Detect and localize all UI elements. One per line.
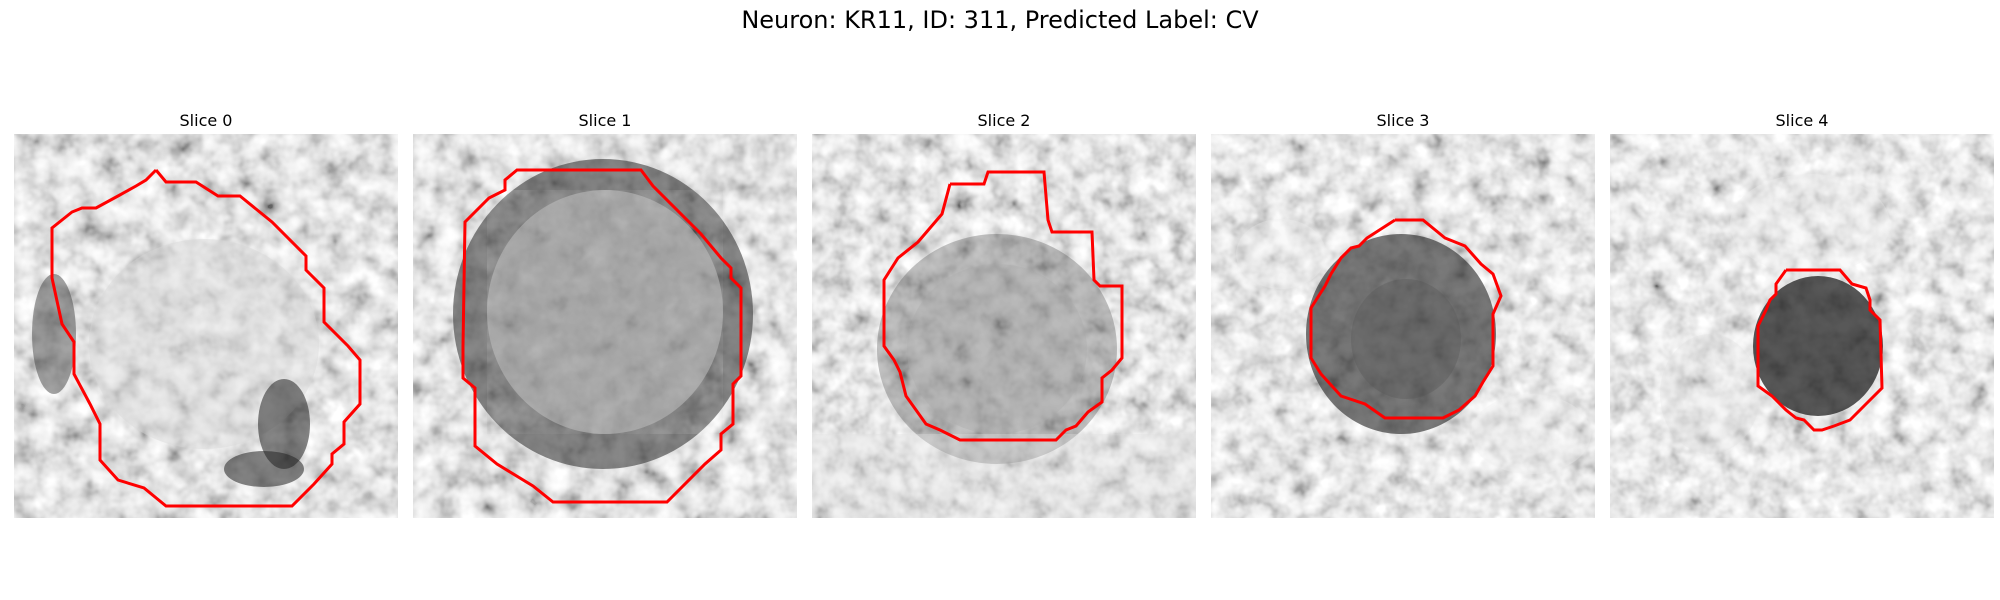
slice-panel-4: Slice 4: [1610, 108, 1994, 518]
slice-title: Slice 0: [179, 111, 233, 130]
slice-panel-0: Slice 0: [14, 108, 398, 518]
slice-image: [14, 134, 398, 518]
roi-contour: [50, 168, 362, 508]
slice-image: [413, 134, 797, 518]
slice-panel-1: Slice 1: [413, 108, 797, 518]
slice-panel-3: Slice 3: [1211, 108, 1595, 518]
slice-image: [812, 134, 1196, 518]
slice-title: Slice 3: [1376, 111, 1430, 130]
slice-image: [1610, 134, 1994, 518]
figure-title: Neuron: KR11, ID: 311, Predicted Label: …: [741, 6, 1259, 34]
roi-contour: [1756, 268, 1884, 432]
slice-title: Slice 4: [1775, 111, 1829, 130]
roi-contour: [461, 168, 743, 504]
slice-panel-2: Slice 2: [812, 108, 1196, 518]
slice-title: Slice 1: [578, 111, 632, 130]
roi-contour: [1309, 218, 1503, 420]
roi-contour: [882, 170, 1124, 442]
slice-image: [1211, 134, 1595, 518]
slice-title: Slice 2: [977, 111, 1031, 130]
